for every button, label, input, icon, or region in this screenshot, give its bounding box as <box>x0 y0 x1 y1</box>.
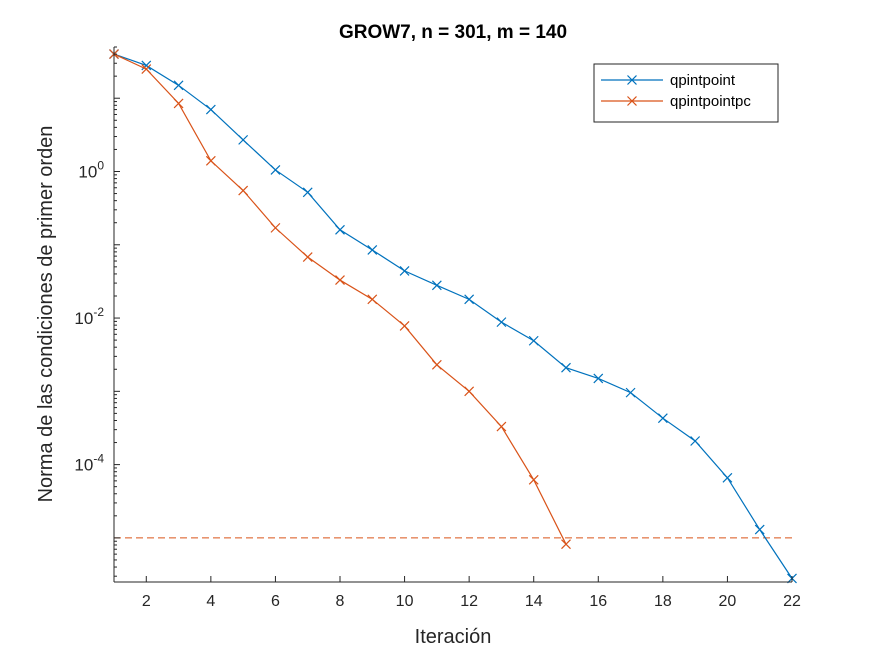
data-point <box>238 185 249 196</box>
data-point <box>270 222 281 233</box>
series-qpintpointpc <box>109 49 571 550</box>
data-point <box>238 134 249 145</box>
series-layer <box>109 49 797 584</box>
data-point <box>399 321 410 331</box>
data-point <box>593 373 604 384</box>
data-point <box>173 98 184 109</box>
legend-label: qpintpointpc <box>670 93 751 110</box>
y-axis-ticks: 100 10-2 10-4 <box>74 46 120 577</box>
data-point <box>528 335 539 346</box>
y-tick-label: 10-2 <box>74 305 104 328</box>
data-point <box>464 294 475 305</box>
data-point <box>302 252 313 262</box>
legend-item: qpintpoint <box>601 72 736 89</box>
data-point <box>754 524 765 535</box>
x-tick-label: 22 <box>783 593 801 610</box>
legend-box <box>593 63 779 123</box>
y-tick-label: 10-4 <box>74 452 104 475</box>
legend-label: qpintpoint <box>670 72 736 89</box>
legend-marker <box>627 75 637 85</box>
data-point <box>431 359 442 370</box>
data-point <box>367 294 378 305</box>
data-point <box>173 80 184 91</box>
y-tick-label: 100 <box>78 158 104 181</box>
data-point <box>528 474 539 485</box>
data-point <box>657 413 668 424</box>
data-point <box>464 386 475 397</box>
series-line-qpintpoint <box>113 53 793 579</box>
x-tick-label: 18 <box>654 593 672 610</box>
chart-title: GROW7, n = 301, m = 140 <box>339 22 567 43</box>
x-tick-label: 6 <box>271 593 280 610</box>
x-tick-label: 12 <box>460 593 478 610</box>
x-tick-label: 4 <box>206 593 215 610</box>
data-point <box>141 64 152 74</box>
data-point <box>690 436 701 446</box>
data-point <box>141 60 152 71</box>
x-tick-label: 10 <box>396 593 414 610</box>
legend: qpintpoint qpintpointpc <box>593 63 779 123</box>
data-point <box>205 104 216 115</box>
data-point <box>367 245 378 255</box>
data-point <box>205 155 216 166</box>
x-tick-label: 2 <box>142 593 151 610</box>
x-axis-ticks: 2 4 6 8 10 12 14 16 18 20 22 <box>142 576 801 610</box>
data-point <box>722 472 733 483</box>
data-point <box>496 421 507 432</box>
legend-items: qpintpoint qpintpointpc <box>601 72 751 110</box>
legend-marker <box>627 96 637 106</box>
data-point <box>335 275 345 285</box>
x-axis-label: Iteración <box>415 626 492 648</box>
x-tick-label: 14 <box>525 593 543 610</box>
plot-area <box>114 47 792 582</box>
x-tick-label: 8 <box>336 593 345 610</box>
x-tick-label: 16 <box>589 593 607 610</box>
data-point <box>399 265 410 276</box>
data-point <box>431 280 442 291</box>
data-point <box>302 187 313 198</box>
data-point <box>335 224 345 235</box>
y-axis-label: Norma de las condiciones de primer orden <box>35 126 57 503</box>
data-point <box>561 362 571 373</box>
legend-item: qpintpointpc <box>601 93 751 110</box>
data-point <box>561 539 571 550</box>
data-point <box>625 387 636 398</box>
data-point <box>270 165 281 175</box>
x-tick-label: 20 <box>719 593 737 610</box>
data-point <box>496 317 507 328</box>
